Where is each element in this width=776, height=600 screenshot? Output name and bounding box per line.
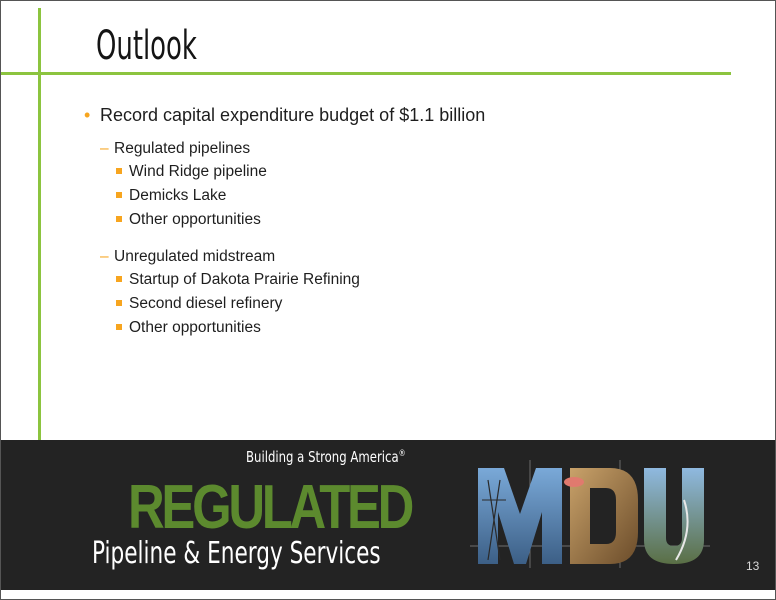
list-item: Second diesel refinery <box>80 292 740 316</box>
tagline: Building a Strong America® <box>246 448 406 466</box>
bullet-dot-icon: • <box>84 105 91 125</box>
sub-bullet-unregulated: – Unregulated midstream <box>80 246 740 268</box>
bullet-list: • Record capital expenditure budget of $… <box>80 100 740 340</box>
list-item-text: Wind Ridge pipeline <box>129 163 267 180</box>
tagline-text: Building a Strong America <box>246 448 399 466</box>
page-number: 13 <box>746 559 760 573</box>
list-item: Wind Ridge pipeline <box>80 160 740 184</box>
square-bullet-icon <box>116 192 122 198</box>
segment-name: Pipeline & Energy Services <box>92 536 381 571</box>
list-item: Other opportunities <box>80 316 740 340</box>
registered-mark: ® <box>398 449 406 459</box>
slide-title: Outlook <box>96 23 197 69</box>
sub-bullet-regulated: – Regulated pipelines <box>80 138 740 160</box>
list-item: Startup of Dakota Prairie Refining <box>80 268 740 292</box>
dash-icon: – <box>100 248 109 265</box>
list-item: Other opportunities <box>80 208 740 232</box>
list-item-text: Other opportunities <box>129 319 261 336</box>
square-bullet-icon <box>116 300 122 306</box>
square-bullet-icon <box>116 168 122 174</box>
list-item-text: Demicks Lake <box>129 187 227 204</box>
segment-heading: REGULATED <box>128 473 414 542</box>
dash-icon: – <box>100 140 109 157</box>
square-bullet-icon <box>116 216 122 222</box>
mdu-logo-icon <box>470 460 710 568</box>
main-bullet-text: Record capital expenditure budget of $1.… <box>100 105 486 125</box>
list-item-text: Other opportunities <box>129 211 261 228</box>
list-item: Demicks Lake <box>80 184 740 208</box>
list-item-text: Startup of Dakota Prairie Refining <box>129 271 360 288</box>
list-item-text: Second diesel refinery <box>129 295 283 312</box>
horizontal-accent-line <box>0 72 731 75</box>
square-bullet-icon <box>116 324 122 330</box>
square-bullet-icon <box>116 276 122 282</box>
vertical-accent-line <box>38 8 41 590</box>
sub-bullet-text: Unregulated midstream <box>114 248 276 265</box>
sub-bullet-text: Regulated pipelines <box>114 140 251 157</box>
main-bullet: • Record capital expenditure budget of $… <box>80 100 740 130</box>
